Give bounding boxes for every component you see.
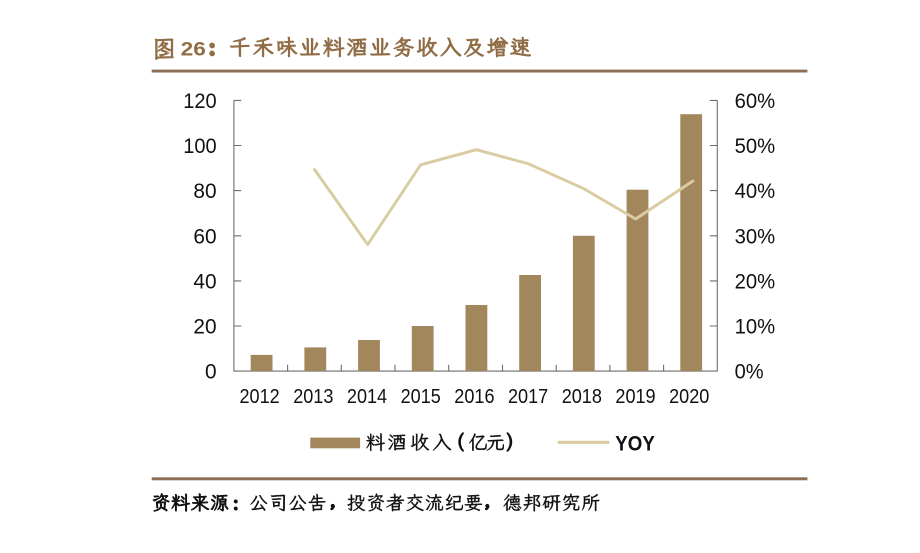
svg-text:2014: 2014 <box>347 386 387 408</box>
svg-text:26: 26 <box>181 38 206 60</box>
svg-text:40%: 40% <box>735 180 776 203</box>
svg-text:60: 60 <box>193 225 216 248</box>
svg-text:2012: 2012 <box>240 386 280 408</box>
svg-text:0: 0 <box>205 361 217 384</box>
svg-text:2013: 2013 <box>293 386 333 408</box>
svg-text:80: 80 <box>193 180 216 203</box>
svg-text:2020: 2020 <box>669 386 709 408</box>
svg-text:20: 20 <box>193 316 216 339</box>
svg-text:50%: 50% <box>735 135 776 158</box>
svg-text:100: 100 <box>183 135 216 158</box>
svg-text:10%: 10% <box>735 316 776 339</box>
svg-text:2017: 2017 <box>508 386 548 408</box>
svg-text:2019: 2019 <box>615 386 655 408</box>
svg-text:30%: 30% <box>735 225 776 248</box>
svg-text:2016: 2016 <box>454 386 494 408</box>
svg-text:2015: 2015 <box>401 386 441 408</box>
svg-text:60%: 60% <box>735 90 776 113</box>
svg-text:0%: 0% <box>735 361 764 384</box>
svg-text:20%: 20% <box>735 271 776 294</box>
svg-text:120: 120 <box>183 90 216 113</box>
svg-text:YOY: YOY <box>615 433 655 456</box>
svg-text:2018: 2018 <box>562 386 602 408</box>
svg-text:40: 40 <box>193 271 216 294</box>
